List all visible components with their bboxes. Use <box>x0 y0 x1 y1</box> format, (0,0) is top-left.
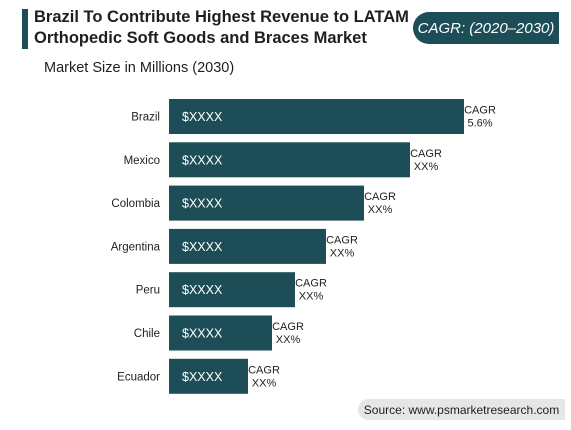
category-label: Argentina <box>111 241 161 253</box>
cagr-label: CAGR <box>410 148 442 160</box>
cagr-value: XX% <box>414 161 439 173</box>
cagr-label: CAGR <box>248 364 280 376</box>
cagr-value: XX% <box>299 291 324 303</box>
bar <box>169 185 364 221</box>
cagr-value: XX% <box>330 247 355 259</box>
category-label: Brazil <box>131 112 160 124</box>
cagr-label: CAGR <box>272 321 304 333</box>
bar-value-label: $XXXX <box>182 370 223 384</box>
cagr-period-badge: CAGR: (2020–2030) <box>413 12 559 44</box>
category-label: Peru <box>136 285 160 297</box>
bar <box>169 228 326 264</box>
chart-subtitle: Market Size in Millions (2030) <box>44 60 235 76</box>
cagr-value: XX% <box>368 204 393 216</box>
category-label: Mexico <box>124 155 160 167</box>
cagr-value: 5.6% <box>467 118 492 130</box>
cagr-value: XX% <box>276 334 301 346</box>
category-label: Chile <box>134 328 160 340</box>
cagr-label: CAGR <box>464 105 496 117</box>
bar-value-label: $XXXX <box>182 153 223 167</box>
bar <box>169 315 272 351</box>
cagr-label: CAGR <box>326 234 358 246</box>
category-label: Colombia <box>111 198 160 210</box>
bar <box>169 99 464 134</box>
cagr-label: CAGR <box>295 278 327 290</box>
bar-value-label: $XXXX <box>182 283 223 297</box>
category-label: Ecuador <box>117 371 160 383</box>
title-accent-bar <box>22 9 28 49</box>
bar-value-label: $XXXX <box>182 110 223 124</box>
bar-value-label: $XXXX <box>182 240 223 254</box>
chart-title: Brazil To Contribute Highest Revenue to … <box>34 8 409 47</box>
source-note: Source: www.psmarketresearch.com <box>358 399 565 420</box>
cagr-value: XX% <box>252 377 277 389</box>
bar <box>169 272 295 308</box>
bar-value-label: $XXXX <box>182 327 223 341</box>
bar-value-label: $XXXX <box>182 197 223 211</box>
cagr-label: CAGR <box>364 191 396 203</box>
bar <box>169 358 248 394</box>
bar <box>169 142 410 178</box>
